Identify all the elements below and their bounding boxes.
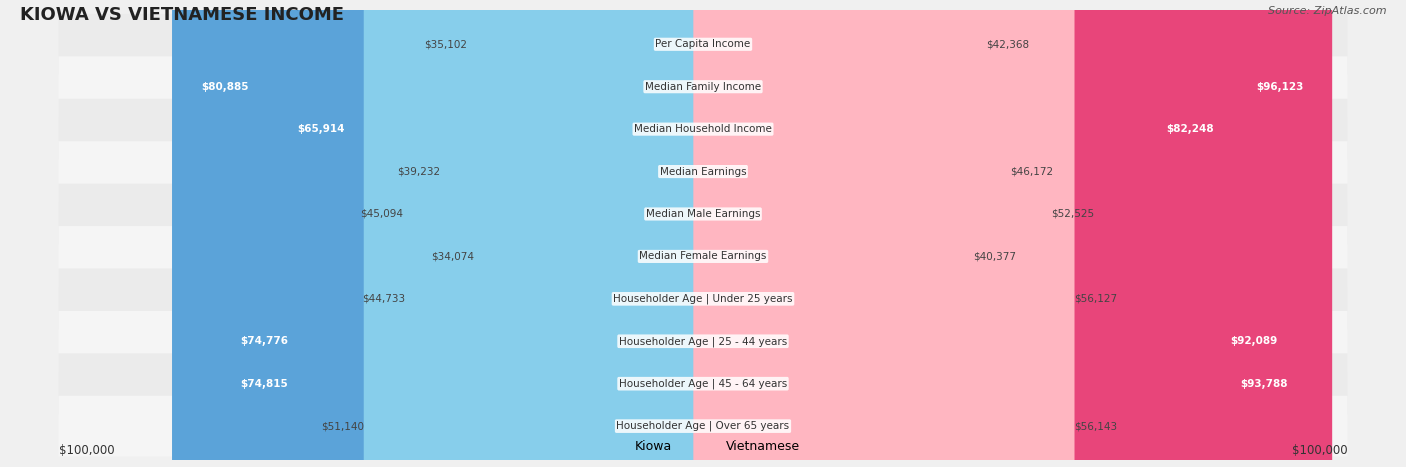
FancyBboxPatch shape — [59, 396, 1347, 456]
Text: $74,776: $74,776 — [240, 336, 288, 346]
Text: $100,000: $100,000 — [59, 444, 114, 457]
Text: $35,102: $35,102 — [425, 39, 467, 50]
Text: $40,377: $40,377 — [973, 251, 1017, 262]
FancyBboxPatch shape — [59, 141, 1347, 202]
Text: $80,885: $80,885 — [201, 82, 249, 92]
FancyBboxPatch shape — [59, 99, 1347, 159]
FancyBboxPatch shape — [364, 0, 713, 467]
FancyBboxPatch shape — [693, 0, 986, 467]
FancyBboxPatch shape — [59, 184, 1347, 244]
Text: $56,143: $56,143 — [1074, 421, 1118, 431]
Text: $34,074: $34,074 — [430, 251, 474, 262]
FancyBboxPatch shape — [693, 0, 1243, 467]
FancyBboxPatch shape — [693, 0, 1011, 467]
Text: $44,733: $44,733 — [361, 294, 405, 304]
FancyBboxPatch shape — [693, 0, 1052, 467]
Text: $100,000: $100,000 — [1292, 444, 1347, 457]
Text: $82,248: $82,248 — [1166, 124, 1213, 134]
FancyBboxPatch shape — [59, 14, 1347, 75]
Text: $93,788: $93,788 — [1240, 379, 1288, 389]
FancyBboxPatch shape — [467, 0, 713, 467]
FancyBboxPatch shape — [269, 0, 713, 467]
Text: $65,914: $65,914 — [298, 124, 344, 134]
Text: Median Earnings: Median Earnings — [659, 167, 747, 177]
Text: Median Male Earnings: Median Male Earnings — [645, 209, 761, 219]
FancyBboxPatch shape — [693, 0, 1306, 467]
Text: Source: ZipAtlas.com: Source: ZipAtlas.com — [1268, 6, 1386, 16]
FancyBboxPatch shape — [59, 57, 1347, 117]
Text: $96,123: $96,123 — [1256, 82, 1303, 92]
Text: Per Capita Income: Per Capita Income — [655, 39, 751, 50]
FancyBboxPatch shape — [211, 0, 713, 467]
FancyBboxPatch shape — [59, 311, 1347, 372]
FancyBboxPatch shape — [211, 0, 713, 467]
Text: $42,368: $42,368 — [986, 39, 1029, 50]
Text: $51,140: $51,140 — [321, 421, 364, 431]
Text: $52,525: $52,525 — [1052, 209, 1094, 219]
FancyBboxPatch shape — [693, 0, 973, 467]
FancyBboxPatch shape — [59, 354, 1347, 414]
Text: $74,815: $74,815 — [240, 379, 288, 389]
Text: $45,094: $45,094 — [360, 209, 402, 219]
Legend: Kiowa, Vietnamese: Kiowa, Vietnamese — [600, 435, 806, 458]
FancyBboxPatch shape — [59, 269, 1347, 329]
FancyBboxPatch shape — [440, 0, 713, 467]
Text: $92,089: $92,089 — [1230, 336, 1277, 346]
Text: Median Household Income: Median Household Income — [634, 124, 772, 134]
FancyBboxPatch shape — [402, 0, 713, 467]
FancyBboxPatch shape — [693, 0, 1074, 467]
FancyBboxPatch shape — [693, 0, 1331, 467]
FancyBboxPatch shape — [59, 226, 1347, 287]
FancyBboxPatch shape — [693, 0, 1317, 467]
Text: $46,172: $46,172 — [1011, 167, 1053, 177]
Text: Householder Age | 45 - 64 years: Householder Age | 45 - 64 years — [619, 378, 787, 389]
Text: Median Family Income: Median Family Income — [645, 82, 761, 92]
FancyBboxPatch shape — [405, 0, 713, 467]
Text: $56,127: $56,127 — [1074, 294, 1118, 304]
Text: KIOWA VS VIETNAMESE INCOME: KIOWA VS VIETNAMESE INCOME — [20, 6, 344, 24]
Text: Householder Age | Under 25 years: Householder Age | Under 25 years — [613, 294, 793, 304]
FancyBboxPatch shape — [474, 0, 713, 467]
Text: Householder Age | Over 65 years: Householder Age | Over 65 years — [616, 421, 790, 432]
Text: Median Female Earnings: Median Female Earnings — [640, 251, 766, 262]
FancyBboxPatch shape — [172, 0, 713, 467]
Text: $39,232: $39,232 — [398, 167, 440, 177]
Text: Householder Age | 25 - 44 years: Householder Age | 25 - 44 years — [619, 336, 787, 347]
FancyBboxPatch shape — [693, 0, 1074, 467]
